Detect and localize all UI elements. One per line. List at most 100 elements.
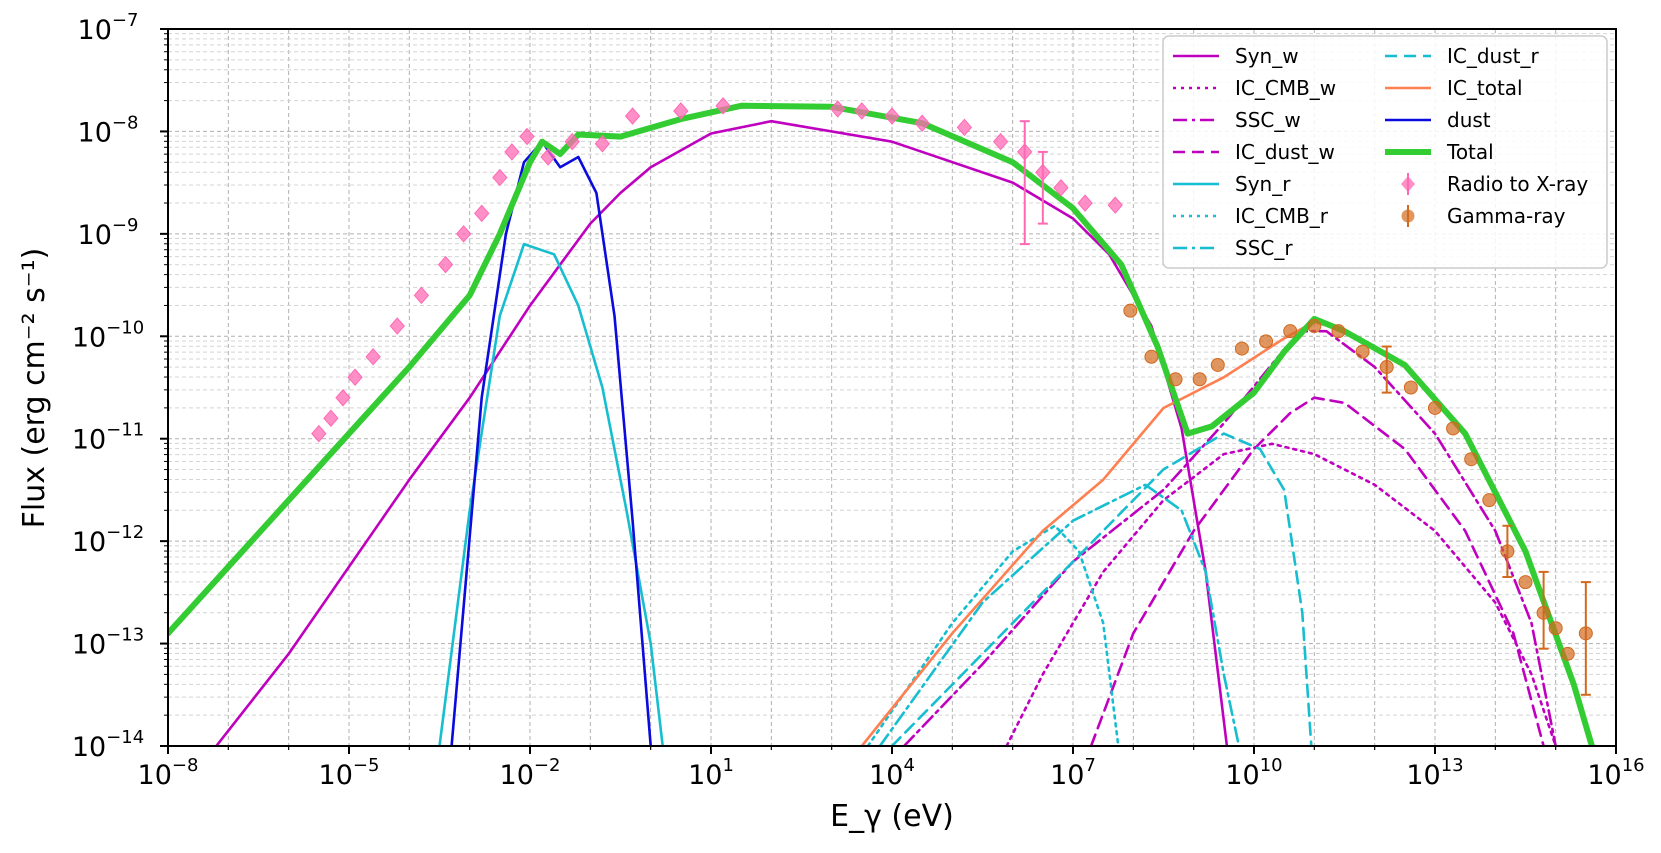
y-axis-label: Flux (erg cm⁻² s⁻¹) <box>17 248 52 529</box>
series-line-ic-dust-w <box>1089 396 1545 746</box>
legend-item: SSC_r <box>1173 236 1293 260</box>
legend-label: Syn_r <box>1235 172 1291 196</box>
y-tick-label: 10−7 <box>78 10 139 46</box>
legend: Syn_w IC_CMB_w SSC_w IC_dust_w Syn_r IC_CMB_r… <box>1162 35 1608 269</box>
y-tick-label: 10−13 <box>72 625 144 661</box>
data-point-radio-xray <box>389 317 405 335</box>
x-tick-label: 104 <box>869 755 915 791</box>
data-point-radio-xray <box>624 107 641 125</box>
x-tick-label: 1013 <box>1406 755 1463 791</box>
legend-label: IC_dust_r <box>1447 44 1539 68</box>
legend-item: IC_CMB_w <box>1173 76 1336 100</box>
data-point-radio-xray <box>335 388 351 407</box>
legend-label: IC_CMB_r <box>1235 204 1329 228</box>
data-point-radio-xray <box>884 107 900 125</box>
y-tick-label: 10−10 <box>72 317 144 353</box>
data-point-gamma-ray <box>1403 380 1418 395</box>
series-line-ssc-r <box>878 483 1241 746</box>
y-tick-label: 10−9 <box>78 215 139 251</box>
y-tick-label: 10−8 <box>78 112 139 148</box>
data-point-gamma-ray <box>1536 605 1551 620</box>
data-point-gamma-ray <box>1210 357 1225 372</box>
legend-label: Radio to X-ray <box>1447 172 1588 196</box>
legend-item: Total <box>1385 140 1494 164</box>
series-line-total <box>168 102 1595 746</box>
x-axis-label: E_γ (eV) <box>830 799 954 834</box>
legend-swatch <box>1401 176 1415 192</box>
legend-item: dust <box>1385 108 1491 132</box>
data-point-gamma-ray <box>1446 421 1461 436</box>
y-tick-label: 10−14 <box>72 727 144 763</box>
data-point-gamma-ray <box>1123 303 1138 318</box>
data-point-gamma-ray <box>1548 621 1563 636</box>
data-point-gamma-ray <box>1560 646 1575 661</box>
legend-label: SSC_r <box>1235 236 1293 260</box>
marker-layer <box>311 97 1593 696</box>
data-point-gamma-ray <box>1234 341 1249 356</box>
data-point-gamma-ray <box>1144 349 1159 364</box>
grid <box>167 29 1617 747</box>
legend-item: IC_dust_w <box>1173 140 1335 164</box>
data-point-gamma-ray <box>1331 324 1346 339</box>
x-tick-label: 1010 <box>1225 755 1282 791</box>
data-point-radio-xray <box>311 424 327 443</box>
x-tick-label: 107 <box>1050 755 1096 791</box>
legend-item: Gamma-ray <box>1401 204 1566 228</box>
data-point-radio-xray <box>519 127 535 146</box>
data-point-radio-xray <box>1107 196 1123 214</box>
data-point-radio-xray <box>830 100 846 118</box>
data-point-radio-xray <box>1053 179 1069 197</box>
data-point-gamma-ray <box>1307 319 1322 334</box>
data-point-radio-xray <box>437 255 454 274</box>
x-tick-label: 10−8 <box>138 755 199 791</box>
data-point-radio-xray <box>413 286 430 305</box>
data-point-radio-xray <box>504 143 520 161</box>
y-tick-label: 10−11 <box>72 420 144 456</box>
data-point-gamma-ray <box>1500 544 1515 559</box>
data-point-gamma-ray <box>1379 360 1394 375</box>
data-point-gamma-ray <box>1518 575 1533 590</box>
data-point-radio-xray <box>540 148 556 166</box>
legend-item: IC_dust_r <box>1385 44 1539 68</box>
legend-label: Syn_w <box>1235 44 1299 68</box>
data-point-radio-xray <box>347 368 363 387</box>
data-point-radio-xray <box>564 132 580 151</box>
legend-label: dust <box>1447 108 1491 132</box>
legend-item: IC_total <box>1385 76 1523 100</box>
data-point-radio-xray <box>594 134 611 153</box>
legend-label: IC_CMB_w <box>1235 76 1336 100</box>
data-point-radio-xray <box>323 409 339 427</box>
data-point-gamma-ray <box>1168 372 1183 387</box>
legend-label: IC_total <box>1447 76 1523 100</box>
data-point-radio-xray <box>854 102 870 120</box>
data-point-radio-xray <box>673 102 689 120</box>
axes: 10−8 10−5 10−2 101 104 107 1010 1013 1016 10−7 10−… <box>72 10 1645 791</box>
data-point-gamma-ray <box>1578 626 1593 641</box>
x-tick-label: 1016 <box>1587 755 1644 791</box>
legend-label: Gamma-ray <box>1447 204 1566 228</box>
data-point-radio-xray <box>715 97 731 115</box>
legend-item: Syn_w <box>1173 44 1299 68</box>
data-point-radio-xray <box>1035 163 1051 182</box>
data-point-radio-xray <box>956 118 973 137</box>
series-line-syn-r <box>438 242 664 746</box>
data-point-radio-xray <box>1077 194 1093 212</box>
legend-item: Radio to X-ray <box>1401 172 1588 196</box>
data-point-radio-xray <box>474 204 490 223</box>
x-tick-label: 101 <box>688 755 734 791</box>
data-point-radio-xray <box>914 114 930 132</box>
series-line-ssc-w <box>902 329 1557 746</box>
data-point-gamma-ray <box>1482 493 1497 508</box>
legend-item: SSC_w <box>1173 108 1301 132</box>
x-tick-label: 10−2 <box>500 755 561 791</box>
series-line-ic-dust-r <box>890 432 1313 746</box>
legend-swatch <box>1401 209 1415 223</box>
data-point-gamma-ray <box>1283 324 1298 339</box>
legend-label: IC_dust_w <box>1235 140 1335 164</box>
data-point-gamma-ray <box>1355 344 1370 359</box>
data-point-gamma-ray <box>1192 372 1207 387</box>
data-point-gamma-ray <box>1464 452 1479 467</box>
x-tick-label: 10−5 <box>319 755 380 791</box>
data-point-radio-xray <box>992 132 1009 151</box>
